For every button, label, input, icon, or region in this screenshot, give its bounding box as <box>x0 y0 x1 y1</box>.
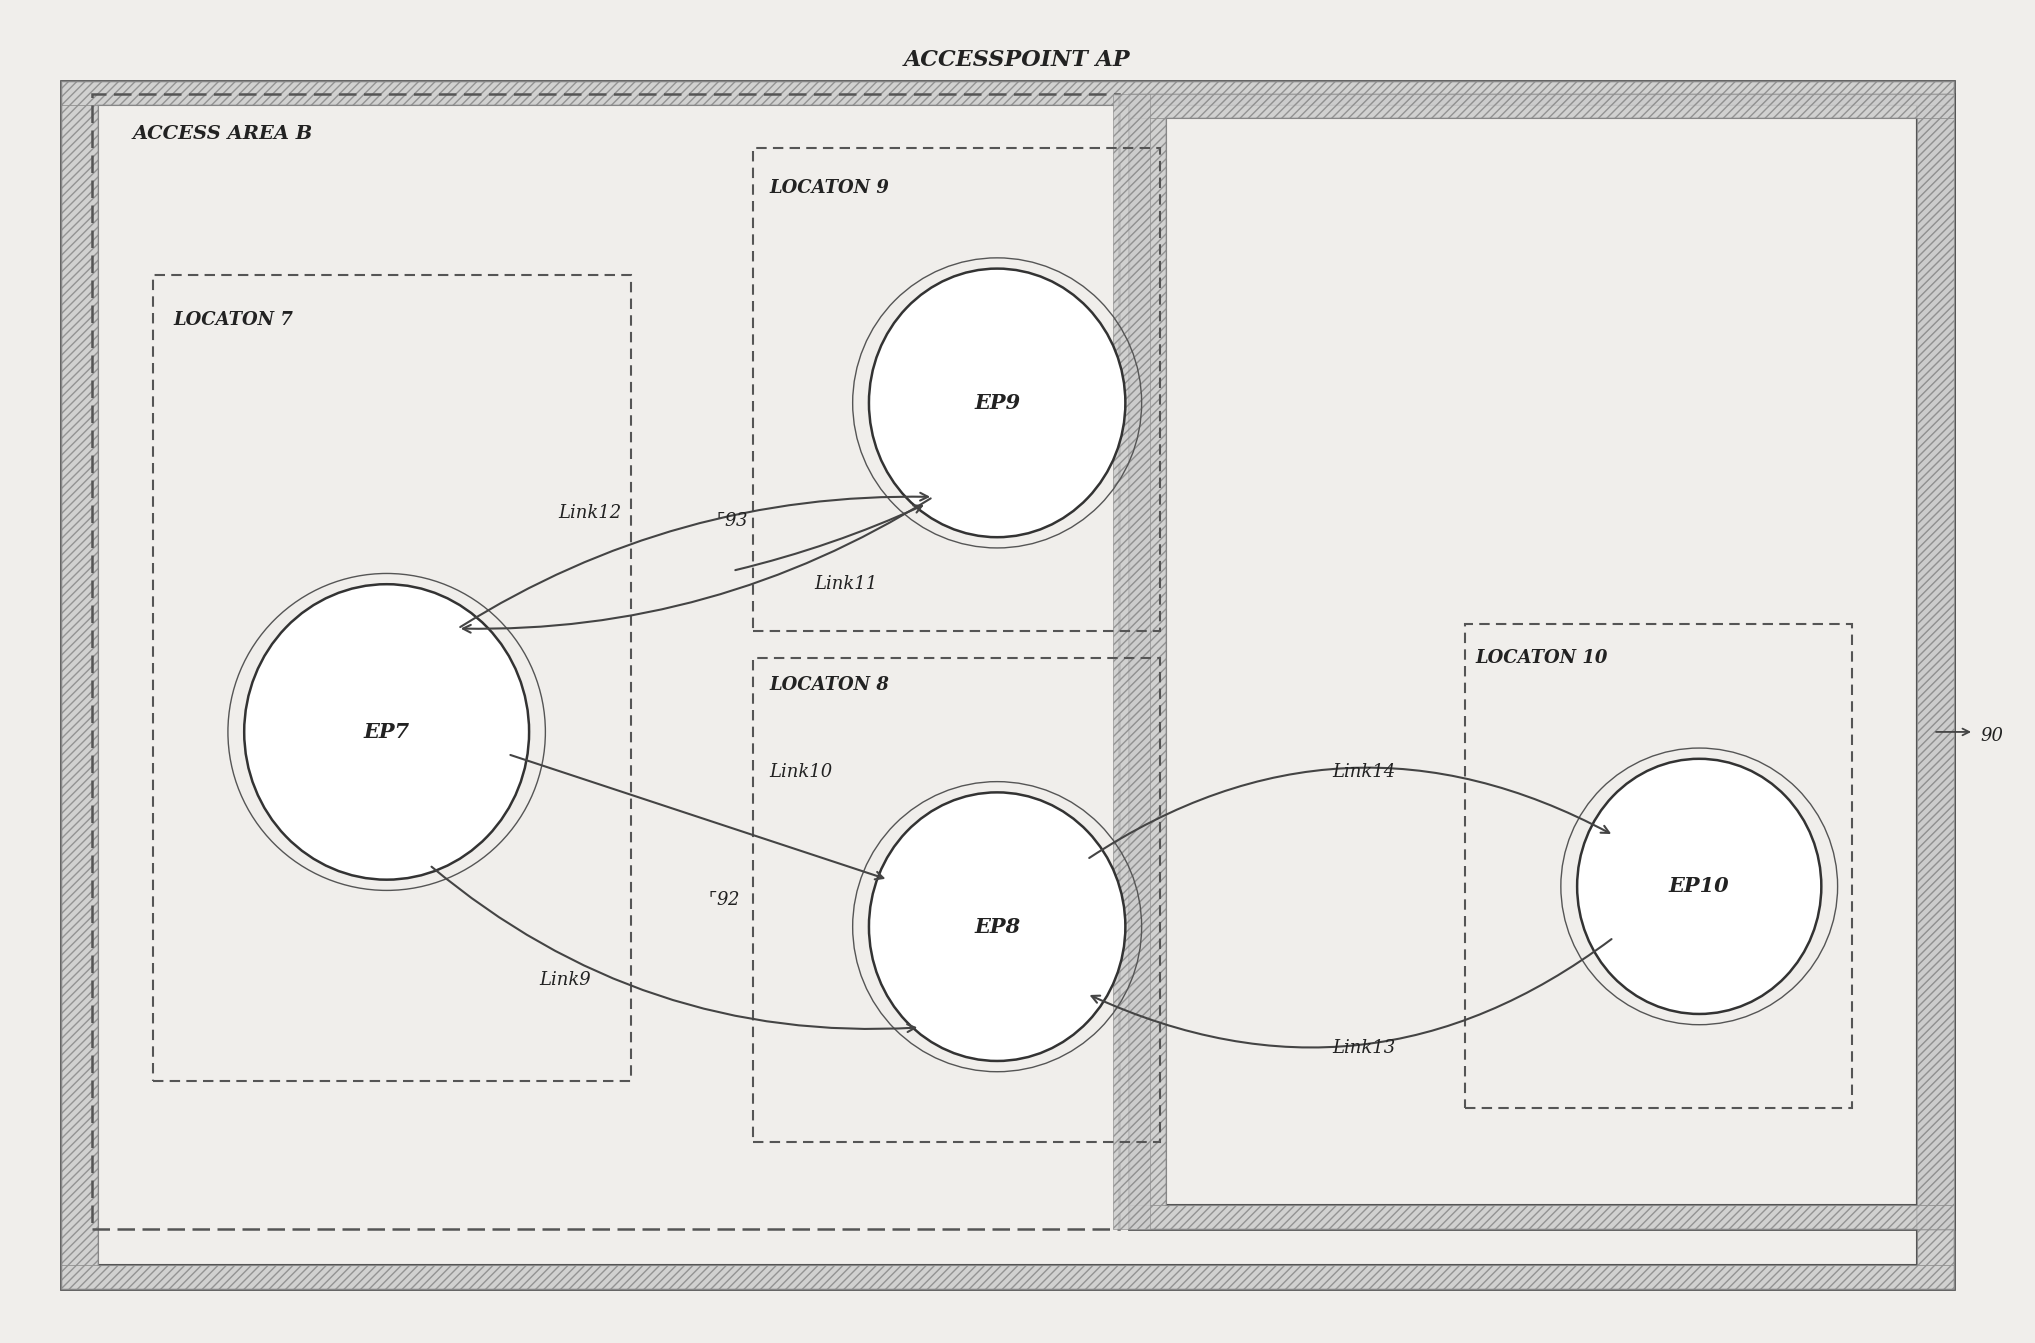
Text: $\ulcorner$92: $\ulcorner$92 <box>708 890 741 909</box>
Bar <box>98 105 1917 1265</box>
Bar <box>1129 1205 1954 1229</box>
Text: LOCATON 7: LOCATON 7 <box>173 310 293 329</box>
Text: LOCATON 8: LOCATON 8 <box>769 676 889 694</box>
Bar <box>61 1265 1954 1289</box>
Ellipse shape <box>244 584 529 880</box>
Bar <box>1917 118 1954 1205</box>
Text: 90: 90 <box>1980 727 2002 745</box>
Text: Link11: Link11 <box>814 575 877 594</box>
Text: EP9: EP9 <box>975 393 1020 412</box>
Ellipse shape <box>1577 759 1821 1014</box>
Text: ACCESS AREA B: ACCESS AREA B <box>132 125 313 144</box>
Text: EP7: EP7 <box>364 723 409 741</box>
Text: Link9: Link9 <box>539 971 590 990</box>
Ellipse shape <box>869 792 1125 1061</box>
Text: EP10: EP10 <box>1669 877 1730 896</box>
Text: LOCATON 9: LOCATON 9 <box>769 179 889 197</box>
Bar <box>61 105 98 1265</box>
Text: $\ulcorner$93: $\ulcorner$93 <box>716 512 749 530</box>
Bar <box>153 275 631 1081</box>
Text: ACCESSPOINT AP: ACCESSPOINT AP <box>904 50 1131 71</box>
Bar <box>1129 118 1166 1205</box>
Text: Link14: Link14 <box>1331 763 1396 782</box>
Bar <box>1917 105 1954 1265</box>
Bar <box>1129 94 1954 1229</box>
Bar <box>1113 94 1150 1229</box>
Bar <box>1166 118 1917 1205</box>
Bar <box>1129 94 1954 118</box>
Bar <box>753 148 1160 631</box>
Text: EP8: EP8 <box>975 917 1020 936</box>
Bar <box>1465 624 1852 1108</box>
Text: Link13: Link13 <box>1331 1038 1396 1057</box>
Bar <box>753 658 1160 1142</box>
Bar <box>61 81 1954 105</box>
Text: LOCATON 10: LOCATON 10 <box>1475 649 1608 667</box>
Text: Link10: Link10 <box>769 763 832 782</box>
Bar <box>92 94 1119 1229</box>
Ellipse shape <box>869 269 1125 537</box>
Text: Link12: Link12 <box>558 504 623 522</box>
